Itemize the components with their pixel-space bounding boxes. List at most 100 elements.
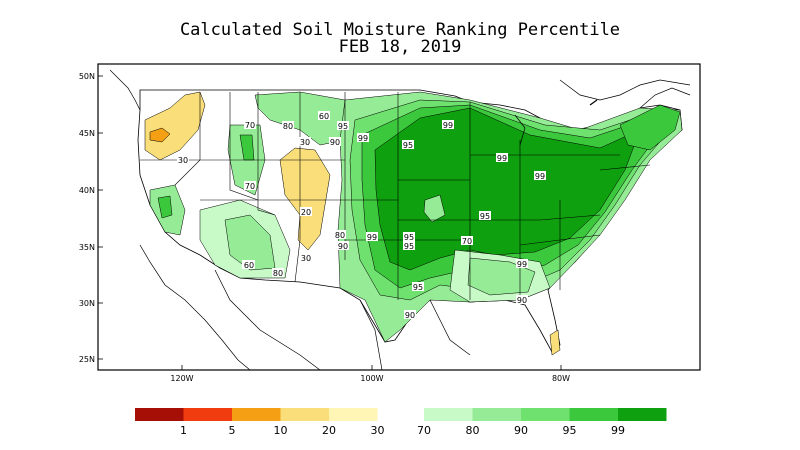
lat-tick-label: 45N	[79, 129, 95, 138]
legend-boxes	[135, 408, 667, 421]
contour-label-bg	[496, 153, 508, 162]
contour-label: 70	[462, 237, 472, 246]
contour-label-bg	[412, 282, 424, 291]
contour-label: 95	[403, 141, 413, 150]
contour-label: 30	[178, 156, 188, 165]
lat-tick-label: 40N	[79, 186, 95, 195]
wet-area-core-99	[374, 107, 641, 271]
moderate-spot	[423, 194, 446, 223]
lat-tick-label: 50N	[79, 72, 95, 81]
contour-label-bg	[337, 241, 349, 250]
contour-label-bg	[334, 230, 346, 239]
latitude-ticks: 50N 45N 40N 35N 30N 25N	[79, 72, 103, 364]
legend-swatch-wet	[618, 408, 667, 421]
legend-label-wet: 80	[466, 424, 480, 437]
dry-area-florida	[549, 329, 561, 356]
legend-label-dry: 5	[229, 424, 236, 437]
contour-labels: 3020307080607080909599959999999590999595…	[177, 111, 546, 320]
contour-label: 95	[413, 283, 423, 292]
contour-label-bg	[479, 211, 491, 220]
contour-label: 99	[443, 121, 453, 130]
wet-area-northeast	[619, 104, 681, 151]
contour-label: 90	[517, 296, 527, 305]
lat-tick-label: 30N	[79, 299, 95, 308]
contour-label: 90	[338, 242, 348, 251]
contour-label-bg	[516, 295, 528, 304]
lon-tick-label: 80W	[552, 374, 570, 383]
legend-swatch-dry	[232, 408, 281, 421]
contour-label-bg	[402, 140, 414, 149]
contour-label-bg	[318, 111, 330, 120]
legend-swatch-dry	[280, 408, 329, 421]
lat-tick-label: 35N	[79, 243, 95, 252]
contour-label: 95	[480, 212, 490, 221]
legend-label-wet: 70	[417, 424, 431, 437]
contour-label: 60	[244, 261, 254, 270]
legend-swatch-wet	[521, 408, 570, 421]
legend-labels: 1 5 10 20 30 70 80 90 95 99	[180, 424, 625, 437]
contour-label-bg	[442, 120, 454, 129]
contour-label-bg	[282, 121, 294, 130]
legend-label-wet: 90	[514, 424, 528, 437]
map-title: Calculated Soil Moisture Ranking Percent…	[179, 20, 621, 40]
contour-label: 99	[497, 154, 507, 163]
map-fill-layer	[137, 89, 683, 356]
map-date: FEB 18, 2019	[338, 37, 462, 57]
legend-swatch-wet	[424, 408, 473, 421]
contour-label-bg	[299, 137, 311, 146]
contour-label-bg	[243, 260, 255, 269]
contour-label: 20	[301, 208, 311, 217]
contour-label: 80	[273, 269, 283, 278]
contour-label: 99	[535, 172, 545, 181]
legend-label-dry: 30	[371, 424, 385, 437]
contour-label: 95	[338, 122, 348, 131]
legend-swatch-wet	[472, 408, 521, 421]
contour-label-bg	[300, 253, 312, 262]
contour-label-bg	[244, 120, 256, 129]
legend-swatch-dry	[135, 408, 184, 421]
legend-swatch-dry	[183, 408, 232, 421]
longitude-ticks: 120W 100W 80W	[170, 365, 570, 383]
contour-label-bg	[244, 181, 256, 190]
map-frame	[97, 63, 701, 371]
legend-label-dry: 10	[274, 424, 288, 437]
contour-label: 70	[245, 121, 255, 130]
contour-label: 95	[404, 242, 414, 251]
legend-label-wet: 95	[563, 424, 577, 437]
dry-area-northwest	[144, 91, 206, 161]
contour-label: 70	[245, 182, 255, 191]
contour-label-bg	[516, 259, 528, 268]
contour-label: 95	[404, 233, 414, 242]
legend-swatch-wet	[569, 408, 618, 421]
contour-label: 30	[300, 138, 310, 147]
contour-label-bg	[534, 171, 546, 180]
contour-label: 99	[367, 233, 377, 242]
contour-label: 60	[319, 112, 329, 121]
contour-label-bg	[272, 268, 284, 277]
contour-label-bg	[366, 232, 378, 241]
dry-area-northwest-core	[149, 127, 171, 143]
contour-label: 90	[405, 311, 415, 320]
lon-tick-label: 120W	[170, 374, 193, 383]
contour-label-bg	[337, 121, 349, 130]
contour-label: 30	[301, 254, 311, 263]
contour-label-bg	[357, 133, 369, 142]
contour-label: 80	[283, 122, 293, 131]
country-outlines	[109, 69, 691, 371]
contour-label-bg	[461, 236, 473, 245]
dry-area-rockies	[279, 147, 331, 251]
contour-label: 99	[517, 260, 527, 269]
legend-label-dry: 20	[322, 424, 336, 437]
contour-label-bg	[329, 137, 341, 146]
lon-tick-label: 100W	[360, 374, 383, 383]
contour-label-bg	[403, 232, 415, 241]
legend-label-wet: 99	[611, 424, 625, 437]
contour-label: 99	[358, 134, 368, 143]
contour-label: 80	[335, 231, 345, 240]
contour-label-bg	[177, 155, 189, 164]
contour-label: 90	[330, 138, 340, 147]
wet-area-california-core	[157, 195, 173, 219]
legend-swatch-dry	[329, 408, 378, 421]
